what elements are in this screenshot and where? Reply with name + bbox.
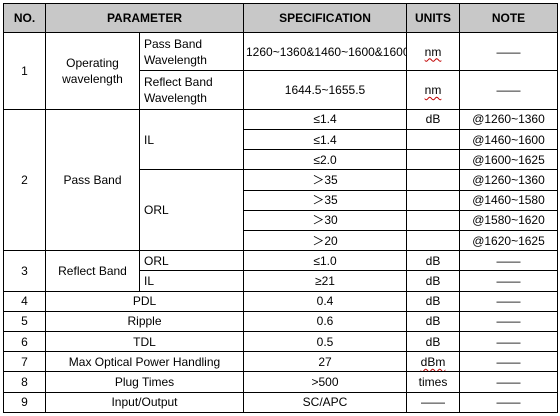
sub-parameter: Reflect Band Wavelength xyxy=(139,70,244,110)
parameter-name: Operating wavelength xyxy=(45,32,140,110)
table-row: 8 Plug Times >500 times —— xyxy=(3,371,558,393)
note-value: —— xyxy=(459,391,558,414)
sub-parameter: ORL xyxy=(139,169,244,252)
row-number: 6 xyxy=(3,331,46,353)
row-number: 9 xyxy=(3,391,46,414)
table-row: ORL ＞35 @1260~1360 xyxy=(4,169,558,252)
note-value: —— xyxy=(459,331,558,353)
spec-value: ≤2.0 xyxy=(243,149,407,171)
table-row: 3 Reflect Band ORL ≤1.0 dB —— xyxy=(3,250,558,292)
table-row: 5 Ripple 0.6 dB —— xyxy=(3,310,558,333)
header-specification: SPECIFICATION xyxy=(243,3,407,33)
parameter-name: TDL xyxy=(45,331,244,353)
unit-value xyxy=(406,189,460,211)
note-value: —— xyxy=(459,351,558,373)
spec-value: >500 xyxy=(243,371,407,393)
header-row: NO. PARAMETER SPECIFICATION UNITS NOTE xyxy=(3,3,558,33)
note-value: —— xyxy=(459,70,558,110)
header-note: NOTE xyxy=(459,3,558,33)
unit-value: dBm xyxy=(406,351,460,373)
note-value: @1600~1625 xyxy=(459,149,558,171)
row-number: 3 xyxy=(3,250,46,292)
parameter-name: PDL xyxy=(45,290,244,312)
row-number: 5 xyxy=(3,310,46,333)
unit-value xyxy=(406,209,460,232)
note-value: —— xyxy=(459,270,558,292)
unit-value: dB xyxy=(406,108,460,130)
spec-value: 1260~1360&1460~1600&1600~1625 xyxy=(243,31,407,72)
parameter-name: Max Optical Power Handling xyxy=(45,351,244,373)
header-no: NO. xyxy=(3,3,46,33)
spec-value: ≥21 xyxy=(243,270,407,292)
note-value: —— xyxy=(459,250,558,272)
note-value: @1260~1360 xyxy=(459,169,558,191)
spec-value: ＞35 xyxy=(243,189,407,211)
spec-value: 0.6 xyxy=(243,310,407,333)
spec-value: ＞35 xyxy=(243,169,407,191)
table-row: ≤1.4 @1460~1600 xyxy=(4,128,558,151)
sub-parameter: IL xyxy=(139,108,244,171)
row-number: 4 xyxy=(3,290,46,312)
note-value: —— xyxy=(459,31,558,72)
row-number: 2 xyxy=(3,108,46,252)
parameter-name: Pass Band xyxy=(45,108,140,252)
table-row: Reflect Band Wavelength 1644.5~1655.5 nm… xyxy=(4,70,558,110)
unit-value: dB xyxy=(406,270,460,292)
table-row: ＞20 @1620~1625 xyxy=(4,229,558,252)
parameter-name: Ripple xyxy=(45,310,244,333)
row-number: 1 xyxy=(3,32,46,110)
spec-value: ＞30 xyxy=(243,209,407,232)
table-row: 1 Operating wavelength Pass Band Wavelen… xyxy=(3,31,558,110)
spec-value: ＞20 xyxy=(243,229,407,252)
note-value: @1620~1625 xyxy=(459,229,558,252)
unit-value: dB xyxy=(406,331,460,353)
spec-value: 0.4 xyxy=(243,290,407,312)
table-row: 4 PDL 0.4 dB —— xyxy=(3,290,558,312)
table-row: 2 Pass Band IL ≤1.4 dB @1260~1360 xyxy=(3,108,558,252)
note-value: @1580~1620 xyxy=(459,209,558,232)
table-row: ＞30 @1580~1620 xyxy=(4,209,558,232)
spec-value: 27 xyxy=(243,351,407,373)
table-row: 9 Input/Output SC/APC —— —— xyxy=(3,391,558,414)
spec-value: 1644.5~1655.5 xyxy=(243,70,407,110)
header-units: UNITS xyxy=(406,3,460,33)
sub-parameter: ORL xyxy=(139,250,244,272)
spec-value: ≤1.4 xyxy=(243,128,407,151)
specification-table: NO. PARAMETER SPECIFICATION UNITS NOTE 1… xyxy=(3,3,558,414)
sub-parameter: IL xyxy=(139,270,244,292)
unit-value: dB xyxy=(406,250,460,272)
note-value: —— xyxy=(459,371,558,393)
unit-value: dB xyxy=(406,310,460,333)
sub-parameter: Pass Band Wavelength xyxy=(139,31,244,72)
unit-value: times xyxy=(406,371,460,393)
note-value: —— xyxy=(459,310,558,333)
table-row: ＞35 @1460~1580 xyxy=(4,189,558,211)
header-parameter: PARAMETER xyxy=(45,3,244,33)
unit-value xyxy=(406,169,460,191)
spec-value: 0.5 xyxy=(243,331,407,353)
unit-value: —— xyxy=(406,391,460,414)
note-value: —— xyxy=(459,290,558,312)
parameter-name: Plug Times xyxy=(45,371,244,393)
unit-value xyxy=(406,229,460,252)
row-number: 7 xyxy=(3,351,46,373)
unit-value: dB xyxy=(406,290,460,312)
note-value: @1260~1360 xyxy=(459,108,558,130)
table-row: 7 Max Optical Power Handling 27 dBm —— xyxy=(3,351,558,373)
unit-value xyxy=(406,149,460,171)
unit-value: nm xyxy=(406,70,460,110)
table-row: 6 TDL 0.5 dB —— xyxy=(3,331,558,353)
unit-value: nm xyxy=(406,31,460,72)
unit-value xyxy=(406,128,460,151)
spec-value: ≤1.0 xyxy=(243,250,407,272)
spec-value: SC/APC xyxy=(243,391,407,414)
parameter-name: Reflect Band xyxy=(45,250,140,292)
note-value: @1460~1600 xyxy=(459,128,558,151)
parameter-name: Input/Output xyxy=(45,391,244,414)
spec-value: ≤1.4 xyxy=(243,108,407,130)
note-value: @1460~1580 xyxy=(459,189,558,211)
row-number: 8 xyxy=(3,371,46,393)
